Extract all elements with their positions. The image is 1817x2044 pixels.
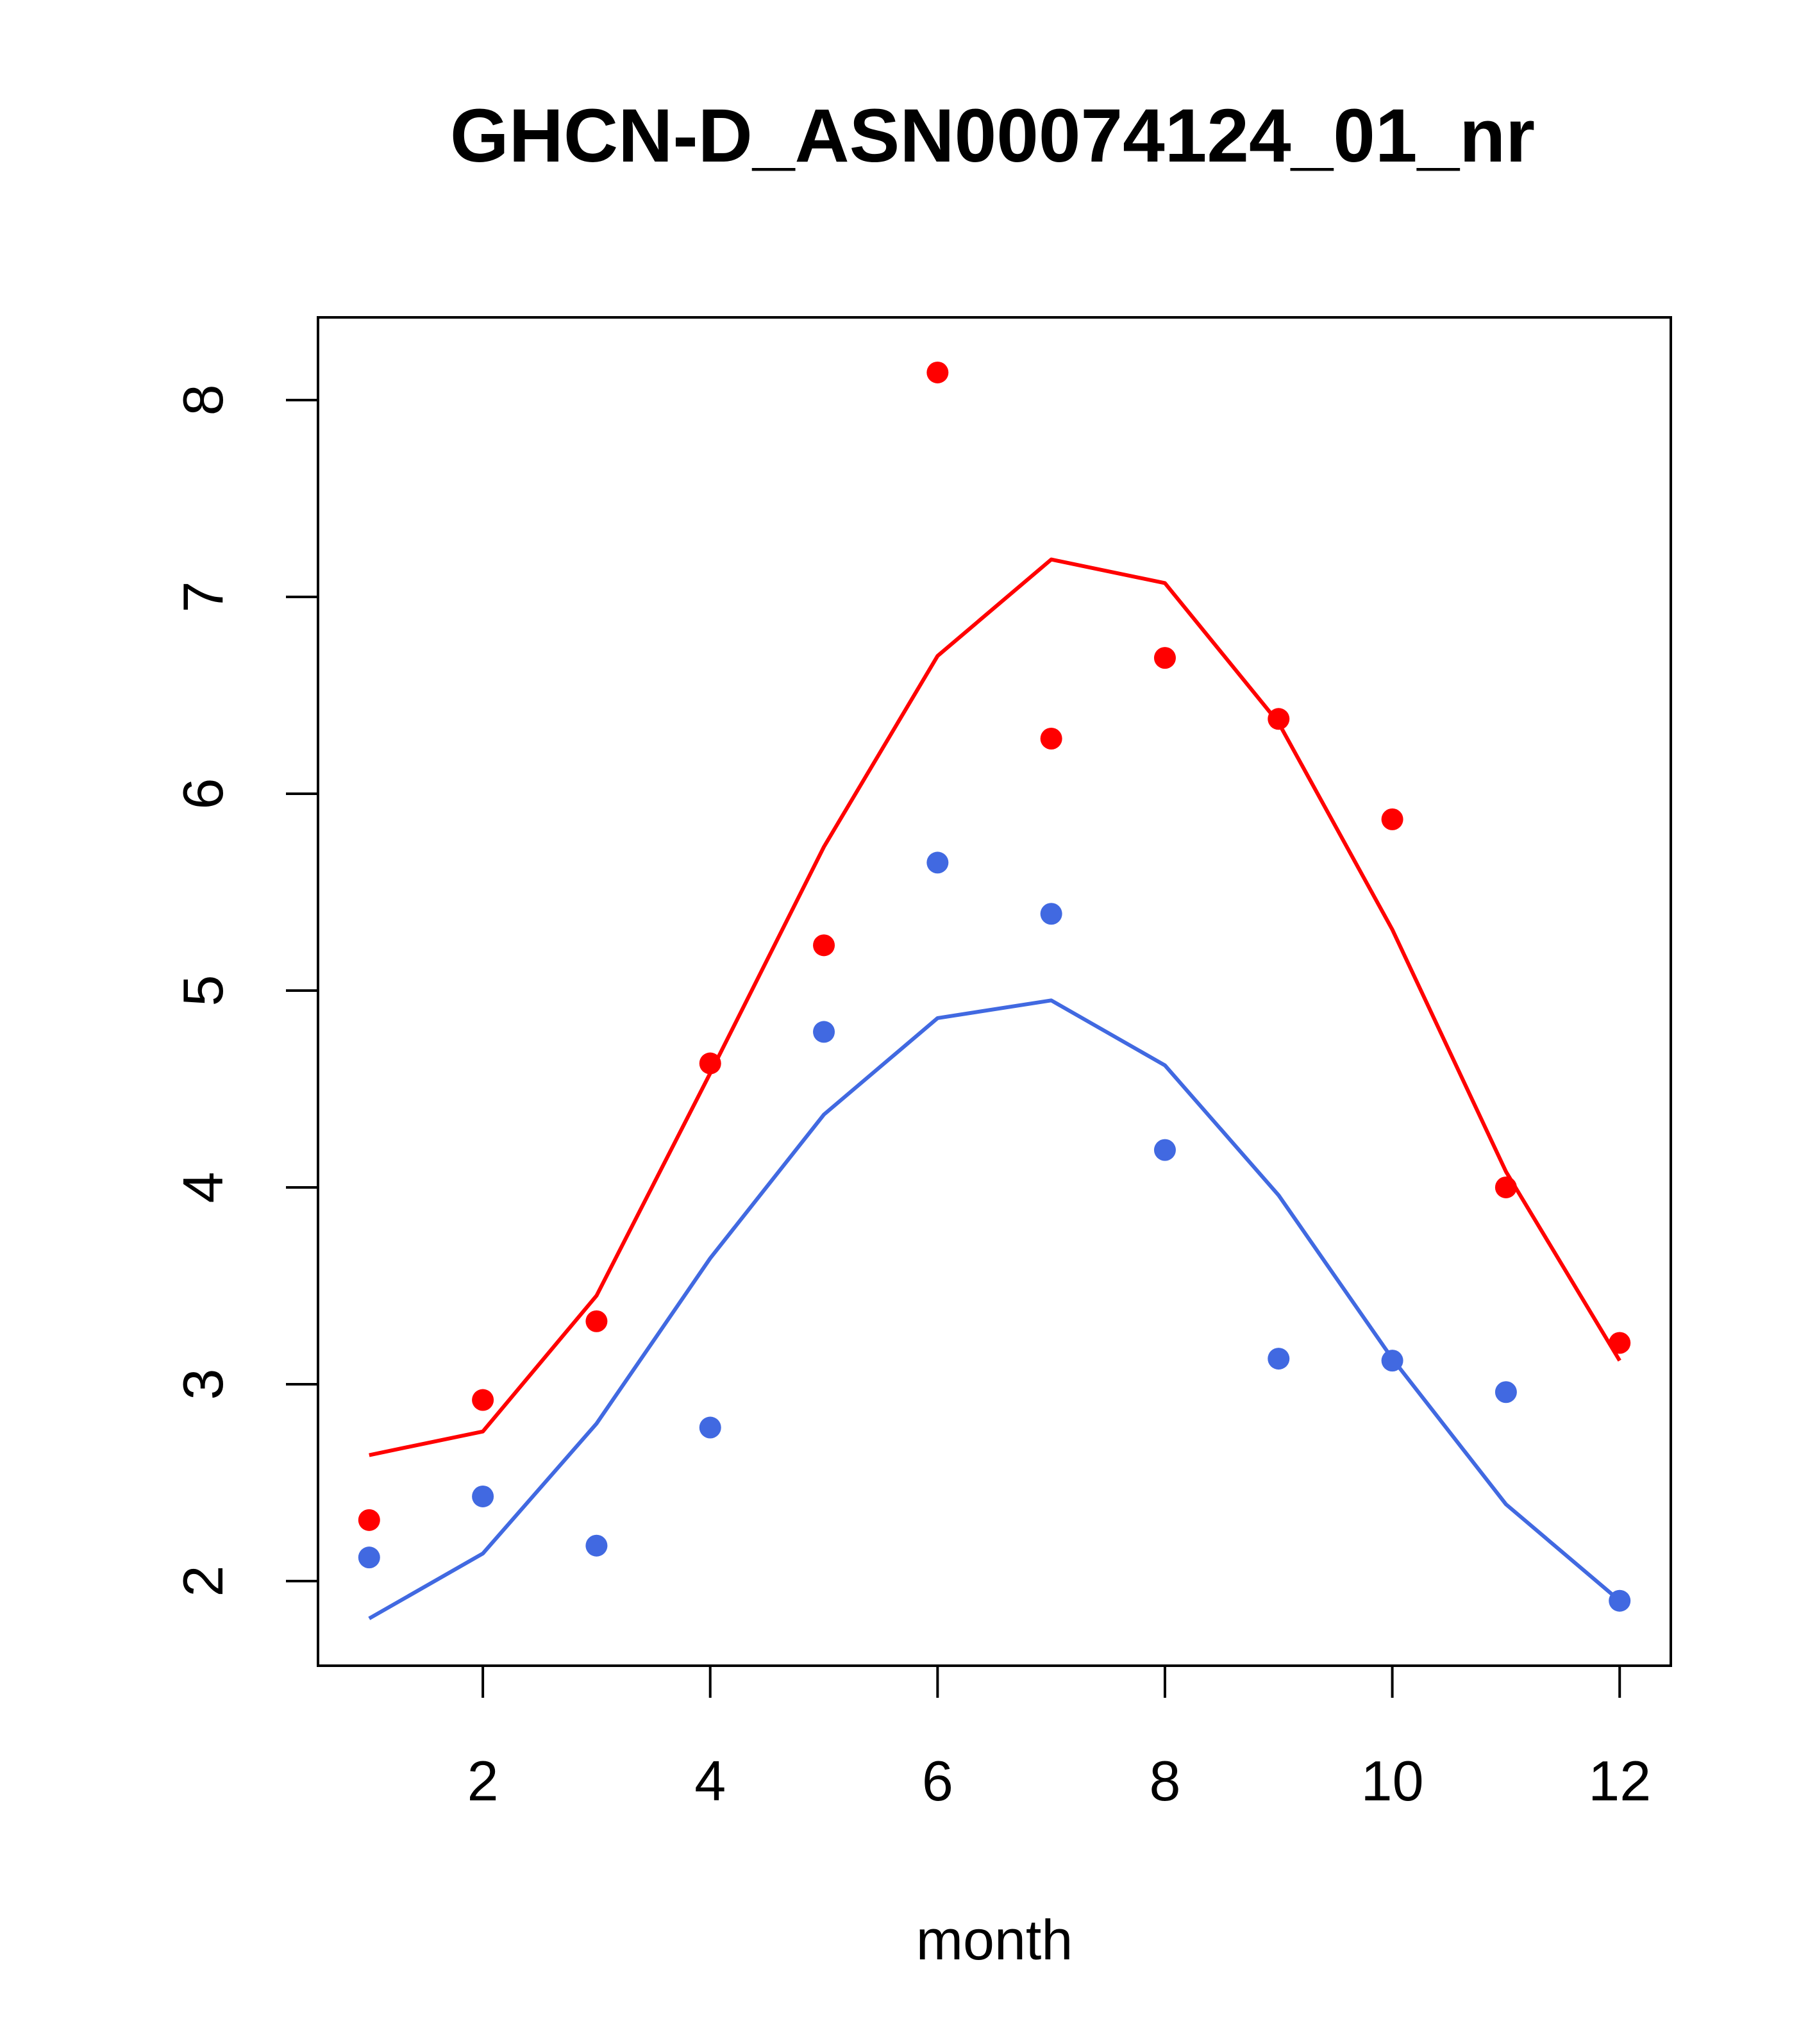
x-tick-label: 12: [1588, 1749, 1651, 1813]
series-line: [368, 998, 1621, 1620]
x-tick-label: 6: [922, 1749, 953, 1813]
series-line: [369, 557, 1621, 1457]
y-tick-label: 3: [171, 1369, 235, 1400]
data-point: [585, 1534, 608, 1557]
y-tick-label: 8: [171, 384, 235, 415]
x-tick-label: 2: [467, 1749, 499, 1813]
y-tick-label: 2: [171, 1566, 235, 1597]
data-point: [1495, 1176, 1517, 1198]
data-point: [1268, 1348, 1290, 1370]
data-point: [699, 1416, 721, 1439]
data-point: [1495, 1381, 1517, 1403]
y-tick-label: 6: [171, 778, 235, 809]
data-point: [585, 1310, 608, 1332]
data-point: [1609, 1332, 1631, 1354]
data-point: [926, 851, 949, 874]
data-point: [1609, 1589, 1631, 1612]
data-point: [813, 934, 835, 957]
x-axis-label: month: [916, 1908, 1073, 1972]
y-tick-label: 5: [171, 975, 235, 1006]
data-point: [699, 1052, 721, 1075]
data-point: [358, 1546, 380, 1569]
data-point: [1381, 808, 1403, 830]
y-tick-label: 7: [171, 581, 235, 612]
series-2: [358, 851, 1631, 1620]
data-point: [1040, 727, 1062, 750]
data-point: [1153, 1139, 1176, 1161]
x-axis: 2 4 6 8 10 12: [467, 1664, 1651, 1813]
data-point: [1381, 1350, 1403, 1372]
x-tick-label: 8: [1149, 1749, 1180, 1813]
data-point: [1040, 903, 1062, 925]
series-1: [358, 361, 1631, 1531]
series-layer: [358, 361, 1631, 1620]
data-point: [472, 1389, 494, 1411]
data-point: [1268, 708, 1290, 730]
data-point: [926, 361, 949, 383]
plot-frame: [317, 316, 1672, 1667]
data-point: [1153, 647, 1176, 669]
data-point: [358, 1509, 380, 1531]
x-tick-label: 4: [694, 1749, 726, 1813]
x-tick-label: 10: [1361, 1749, 1424, 1813]
y-axis: 2 3 4 5 6 7 8: [171, 384, 319, 1597]
y-tick-label: 4: [171, 1171, 235, 1203]
data-point: [813, 1021, 835, 1043]
chart-title: GHCN-D_ASN00074124_01_nr: [450, 94, 1535, 178]
data-point: [472, 1485, 494, 1507]
